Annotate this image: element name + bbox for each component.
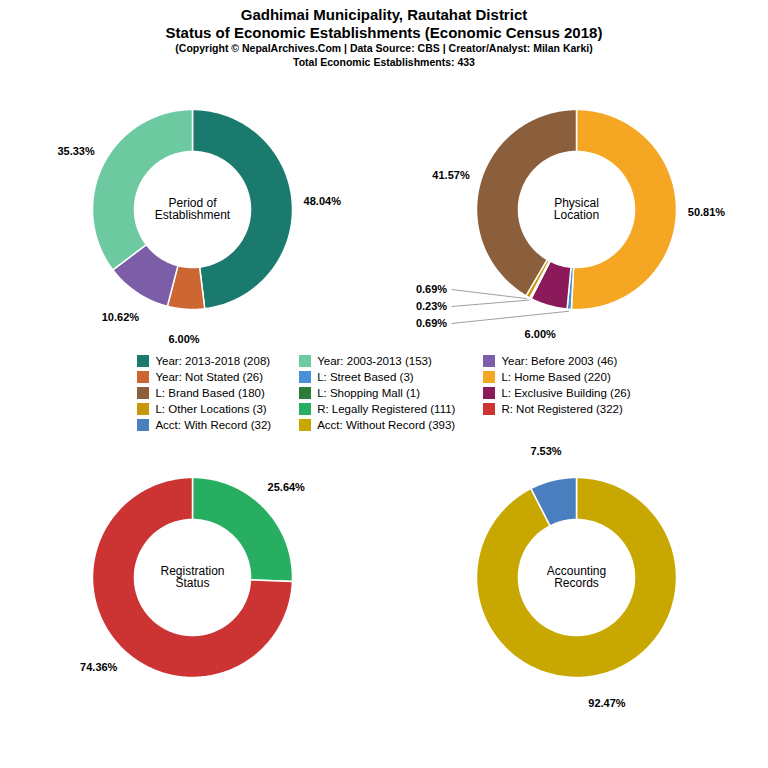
html-text:Year: 2003-2013 (153): Year: 2003-2013 (153) bbox=[317, 355, 432, 368]
html-text:R: Not Registered (322): R: Not Registered (322) bbox=[501, 403, 623, 416]
html-text:(Copyright © NepalArchives.Com: (Copyright © NepalArchives.Com | Data So… bbox=[175, 42, 593, 54]
svg-text:7.53%: 7.53% bbox=[530, 445, 561, 457]
svg-text:Period ofEstablishment: Period ofEstablishment bbox=[155, 197, 231, 223]
svg-text:RegistrationStatus: RegistrationStatus bbox=[160, 565, 224, 591]
svg-text:6.00%: 6.00% bbox=[525, 328, 556, 340]
html-text:L: Home Based (220): L: Home Based (220) bbox=[501, 371, 611, 384]
html-text:R: Legally Registered (111): R: Legally Registered (111) bbox=[317, 403, 456, 416]
svg-text:0.23%: 0.23% bbox=[416, 300, 447, 312]
html-text:Gadhimai Municipality, Rautaha: Gadhimai Municipality, Rautahat District bbox=[240, 6, 528, 23]
svg-text:AccountingRecords: AccountingRecords bbox=[547, 565, 606, 591]
html-text:L: Brand Based (180): L: Brand Based (180) bbox=[155, 387, 265, 400]
svg-text:10.62%: 10.62% bbox=[102, 311, 140, 323]
svg-text:0.69%: 0.69% bbox=[416, 283, 447, 295]
html-text:Acct: With Record (32): Acct: With Record (32) bbox=[155, 419, 272, 432]
html-text:Acct: Without Record (393): Acct: Without Record (393) bbox=[317, 419, 456, 432]
html-text:Year: Before 2003 (46): Year: Before 2003 (46) bbox=[501, 355, 618, 368]
svg-text:48.04%: 48.04% bbox=[304, 195, 342, 207]
svg-text:PhysicalLocation: PhysicalLocation bbox=[554, 197, 599, 223]
html-text:L: Street Based (3): L: Street Based (3) bbox=[317, 371, 414, 384]
html-text:L: Shopping Mall (1): L: Shopping Mall (1) bbox=[317, 387, 420, 400]
svg-text:35.33%: 35.33% bbox=[57, 145, 95, 157]
svg-text:74.36%: 74.36% bbox=[80, 661, 118, 673]
html-text:L: Other Locations (3): L: Other Locations (3) bbox=[155, 403, 267, 416]
html-text:Year: 2013-2018 (208): Year: 2013-2018 (208) bbox=[155, 355, 271, 368]
svg-text:50.81%: 50.81% bbox=[688, 207, 726, 219]
html-text:L: Exclusive Building (26): L: Exclusive Building (26) bbox=[501, 387, 631, 400]
svg-text:25.64%: 25.64% bbox=[268, 481, 306, 493]
html-text:Total Economic Establishments:: Total Economic Establishments: 433 bbox=[293, 55, 475, 68]
html-text:Year: Not Stated (26): Year: Not Stated (26) bbox=[155, 371, 264, 384]
svg-text:41.57%: 41.57% bbox=[432, 169, 470, 181]
svg-text:6.00%: 6.00% bbox=[168, 333, 199, 345]
svg-text:0.69%: 0.69% bbox=[416, 317, 447, 329]
svg-text:92.47%: 92.47% bbox=[588, 698, 626, 710]
html-text:Status of Economic Establishme: Status of Economic Establishments (Econo… bbox=[165, 24, 603, 41]
